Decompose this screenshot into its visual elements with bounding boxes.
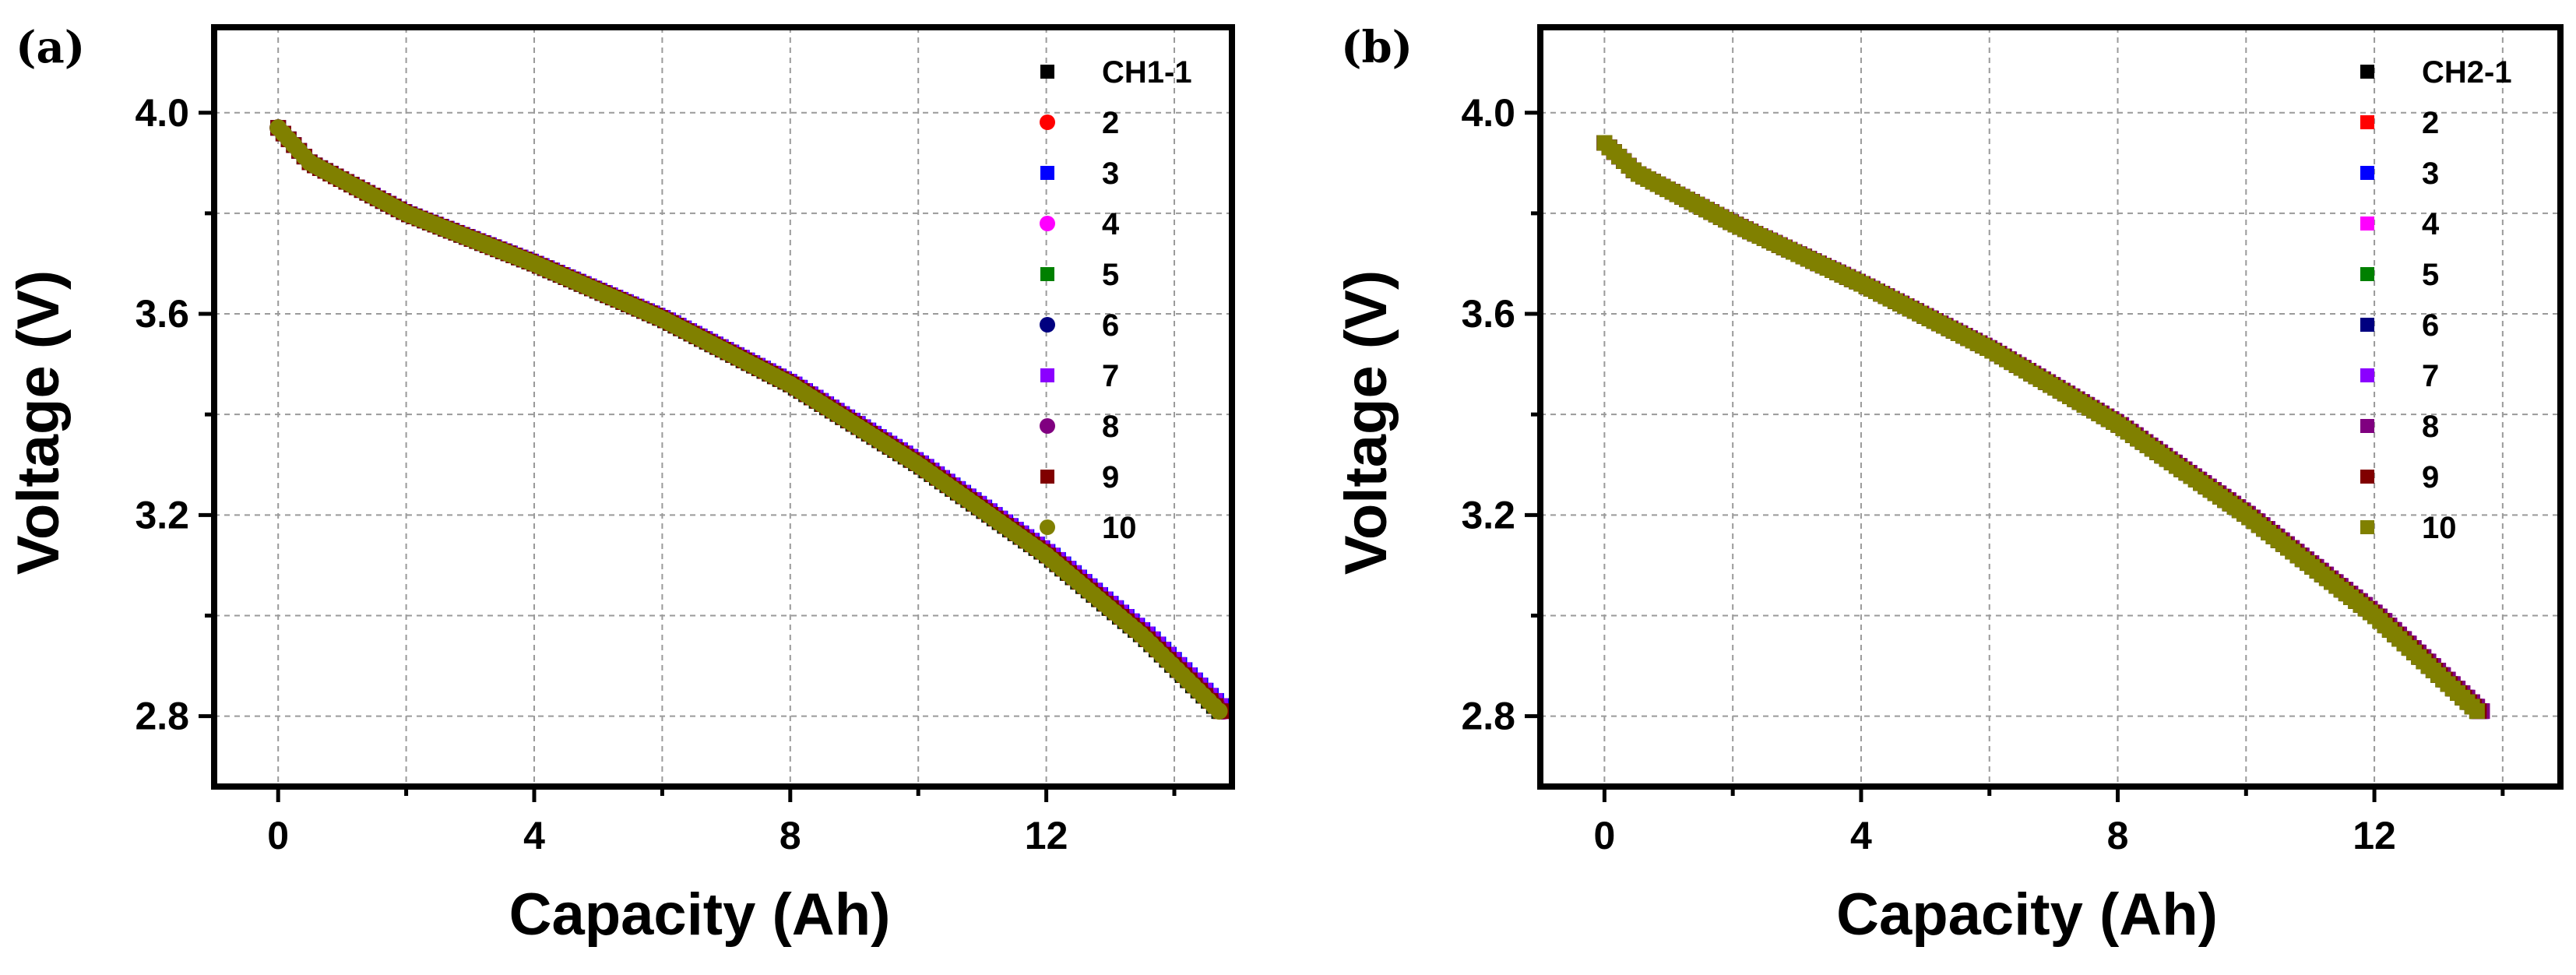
series-10 (1596, 135, 2485, 720)
y-tick-label: 2.8 (1461, 695, 1515, 738)
legend-marker (2360, 216, 2374, 231)
legend-marker (1040, 317, 1055, 333)
legend-marker (2360, 65, 2374, 79)
plot-frame (211, 24, 1235, 790)
legend-label: 3 (2422, 157, 2439, 191)
y-axis-title: Voltage (V) (1333, 270, 1399, 575)
legend-marker (1040, 65, 1054, 79)
legend-marker (2360, 267, 2374, 281)
legend-marker (2360, 419, 2374, 433)
legend: CH2-1 2 3 4 5 6 7 8 9 10 (2360, 55, 2512, 545)
data-point (2469, 703, 2485, 720)
legend-label: 8 (2422, 410, 2439, 444)
x-tick-label: 0 (267, 814, 289, 857)
legend-label: CH2-1 (2422, 55, 2512, 90)
x-tick-label: 8 (2107, 814, 2129, 857)
panel-label: (b) (1341, 22, 1413, 73)
legend-marker (1040, 216, 1055, 231)
legend-marker (1040, 470, 1054, 484)
x-tick-label: 0 (1593, 814, 1615, 857)
y-axis-title: Voltage (V) (5, 270, 72, 575)
legend-label: 7 (1102, 359, 1119, 393)
legend-label: 5 (1102, 258, 1119, 292)
x-tick-label: 8 (779, 814, 801, 857)
legend-label: 10 (2422, 511, 2457, 545)
y-tick-label: 3.2 (135, 493, 189, 537)
legend-marker (2360, 166, 2374, 180)
x-axis-title: Capacity (Ah) (1836, 882, 2218, 948)
legend-marker (2360, 115, 2374, 129)
legend-label: 2 (2422, 106, 2439, 140)
y-tick-label: 4.0 (135, 91, 189, 135)
y-tick-label: 3.6 (135, 292, 189, 336)
legend: CH1-1 2 3 4 5 6 7 8 9 10 (1040, 55, 1192, 545)
legend-label: 7 (2422, 359, 2439, 393)
legend-label: 9 (1102, 460, 1119, 495)
legend-label: CH1-1 (1102, 55, 1192, 90)
plot-frame (1537, 24, 2564, 790)
legend-label: 4 (1102, 207, 1120, 241)
x-tick-label: 12 (2353, 814, 2396, 857)
x-tick-label: 4 (523, 814, 545, 857)
panel-label: (a) (16, 22, 85, 73)
legend-marker (1040, 114, 1055, 130)
x-tick-label: 4 (1850, 814, 1872, 857)
legend-label: 2 (1102, 106, 1119, 140)
y-tick-label: 3.2 (1461, 493, 1515, 537)
legend-marker (2360, 470, 2374, 484)
series-10 (269, 119, 1228, 720)
legend-marker (2360, 520, 2374, 534)
legend-label: 6 (1102, 308, 1119, 343)
legend-marker (2360, 318, 2374, 332)
data-point (1210, 702, 1228, 720)
legend-marker (2360, 368, 2374, 382)
legend-label: 4 (2422, 207, 2440, 241)
legend-label: 3 (1102, 157, 1119, 191)
legend-label: 8 (1102, 410, 1119, 444)
y-tick-label: 4.0 (1461, 91, 1515, 135)
legend-marker (1040, 418, 1055, 434)
legend-marker (1040, 267, 1054, 281)
legend-marker (1040, 166, 1054, 180)
chart-panel-b: (b) 0 4 8 12 2.8 3.2 3.6 4.0 Capacity (Ah) Voltag… (1333, 22, 2564, 948)
chart-panel-a: (a) 0 4 8 12 2.8 3.2 3.6 4.0 Capacity (Ah) Voltag… (5, 22, 1235, 948)
legend-marker (1040, 368, 1054, 382)
x-tick-label: 12 (1025, 814, 1068, 857)
y-tick-label: 3.6 (1461, 292, 1515, 336)
legend-label: 6 (2422, 308, 2439, 343)
legend-marker (1040, 519, 1055, 535)
y-tick-label: 2.8 (135, 695, 189, 738)
legend-label: 9 (2422, 460, 2439, 495)
legend-label: 5 (2422, 258, 2439, 292)
legend-label: 10 (1102, 511, 1137, 545)
x-axis-title: Capacity (Ah) (509, 882, 891, 948)
